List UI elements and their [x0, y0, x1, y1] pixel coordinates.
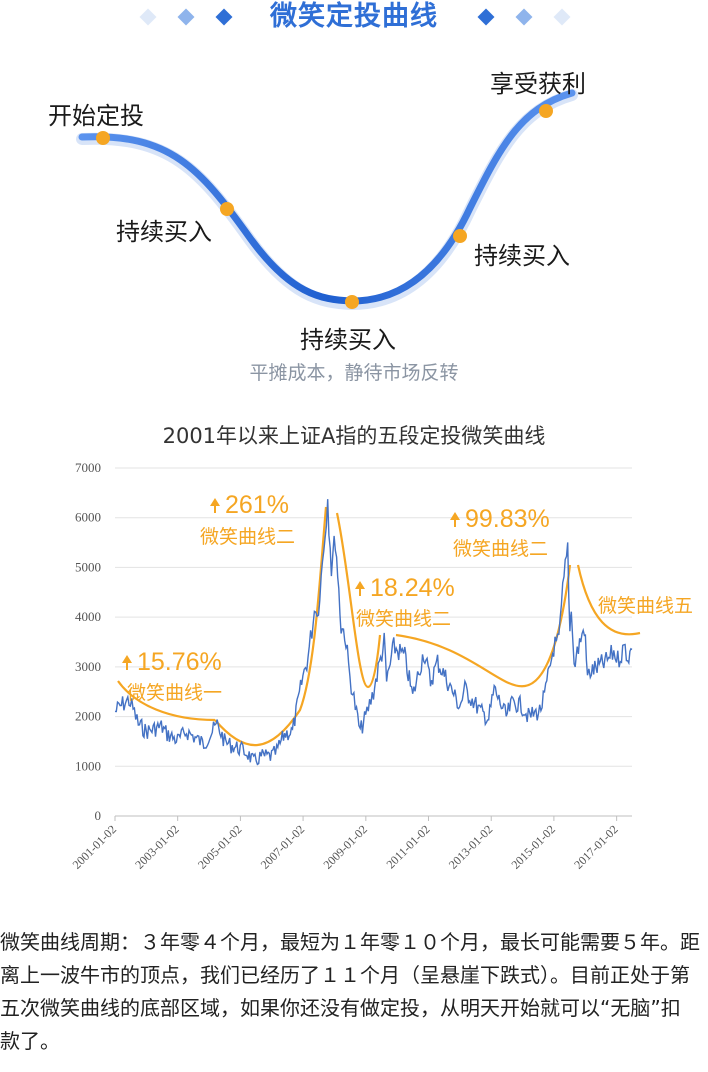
x-tick-label: 2005-01-02 — [195, 822, 244, 871]
y-tick-label: 3000 — [75, 659, 101, 674]
label-buy1: 持续买入 — [116, 218, 212, 246]
annotation-name: 微笑曲线二 — [200, 526, 295, 548]
chart-title: 2001年以来上证A指的五段定投微笑曲线 — [162, 424, 546, 448]
annotation-percent: 99.83% — [465, 505, 550, 533]
y-tick-label: 0 — [95, 808, 102, 823]
x-tick-label: 2001-01-02 — [70, 822, 119, 871]
annotation-name: 微笑曲线五 — [598, 595, 693, 617]
x-tick-label: 2009-01-02 — [320, 822, 369, 871]
summary-paragraph: 微笑曲线周期：３年零４个月，最短为１年零１０个月，最长可能需要５年。距离上一波牛… — [0, 930, 700, 1053]
label-buy3: 持续买入 — [474, 242, 570, 270]
y-axis: 0 1000 2000 3000 4000 5000 6000 7000 — [75, 460, 101, 823]
smile-annotations: 15.76% 微笑曲线一 261% 微笑曲线二 18.24% 微笑曲线二 99.83% 微笑曲… — [122, 491, 693, 704]
x-tick-label: 2007-01-02 — [258, 822, 307, 871]
curve-point-buy3 — [453, 229, 467, 243]
up-arrow-icon — [355, 581, 365, 589]
annotation-percent: 15.76% — [137, 648, 222, 676]
label-profit: 享受获利 — [490, 70, 586, 98]
y-tick-label: 4000 — [75, 609, 101, 624]
annotation-percent: 18.24% — [370, 574, 455, 602]
index-series-line — [114, 499, 633, 766]
smile-overlay-curve — [576, 564, 641, 636]
smile-overlay-curve — [335, 512, 382, 689]
smile-curve-graphic — [76, 89, 578, 311]
page-header: 微笑定投曲线 — [0, 0, 708, 36]
smile-curve-shadow — [76, 89, 578, 311]
page-title: 微笑定投曲线 — [270, 1, 438, 32]
annotation-name: 微笑曲线二 — [453, 538, 548, 560]
y-tick-label: 6000 — [75, 510, 101, 525]
x-tick-label: 2011-01-02 — [383, 822, 432, 871]
y-tick-label: 5000 — [75, 559, 101, 574]
chart-grid — [115, 467, 632, 817]
smile-overlay-curve — [214, 506, 328, 747]
concept-subtitle: 平摊成本，静待市场反转 — [249, 362, 459, 384]
up-arrow-icon — [450, 512, 460, 520]
x-tick-label: 2017-01-02 — [571, 822, 620, 871]
x-axis: 2001-01-02 2003-01-02 2005-01-02 2007-01-02… — [70, 816, 621, 872]
label-buy2: 持续买入 — [300, 326, 396, 354]
curve-point-bottom — [345, 295, 359, 309]
annotation-name: 微笑曲线一 — [127, 682, 222, 704]
smile-curve-illustration: 开始定投 持续买入 持续买入 持续买入 享受获利 — [0, 40, 708, 400]
index-chart: 0 1000 2000 3000 4000 5000 6000 7000 2001-01-02… — [70, 460, 693, 872]
curve-point-start — [96, 131, 110, 145]
curve-point-profit — [539, 104, 553, 118]
x-tick-label: 2003-01-02 — [132, 822, 181, 871]
up-arrow-icon — [210, 498, 220, 506]
curve-point-buy1 — [220, 202, 234, 216]
annotation-percent: 261% — [225, 491, 289, 519]
y-tick-label: 7000 — [75, 460, 101, 475]
x-tick-label: 2015-01-02 — [509, 822, 558, 871]
y-tick-label: 1000 — [75, 758, 101, 773]
up-arrow-icon — [122, 655, 132, 663]
smile-overlay-curve — [117, 680, 216, 722]
label-start: 开始定投 — [48, 102, 144, 130]
x-tick-label: 2013-01-02 — [446, 822, 495, 871]
annotation-name: 微笑曲线二 — [356, 608, 451, 630]
y-tick-label: 2000 — [75, 709, 101, 724]
